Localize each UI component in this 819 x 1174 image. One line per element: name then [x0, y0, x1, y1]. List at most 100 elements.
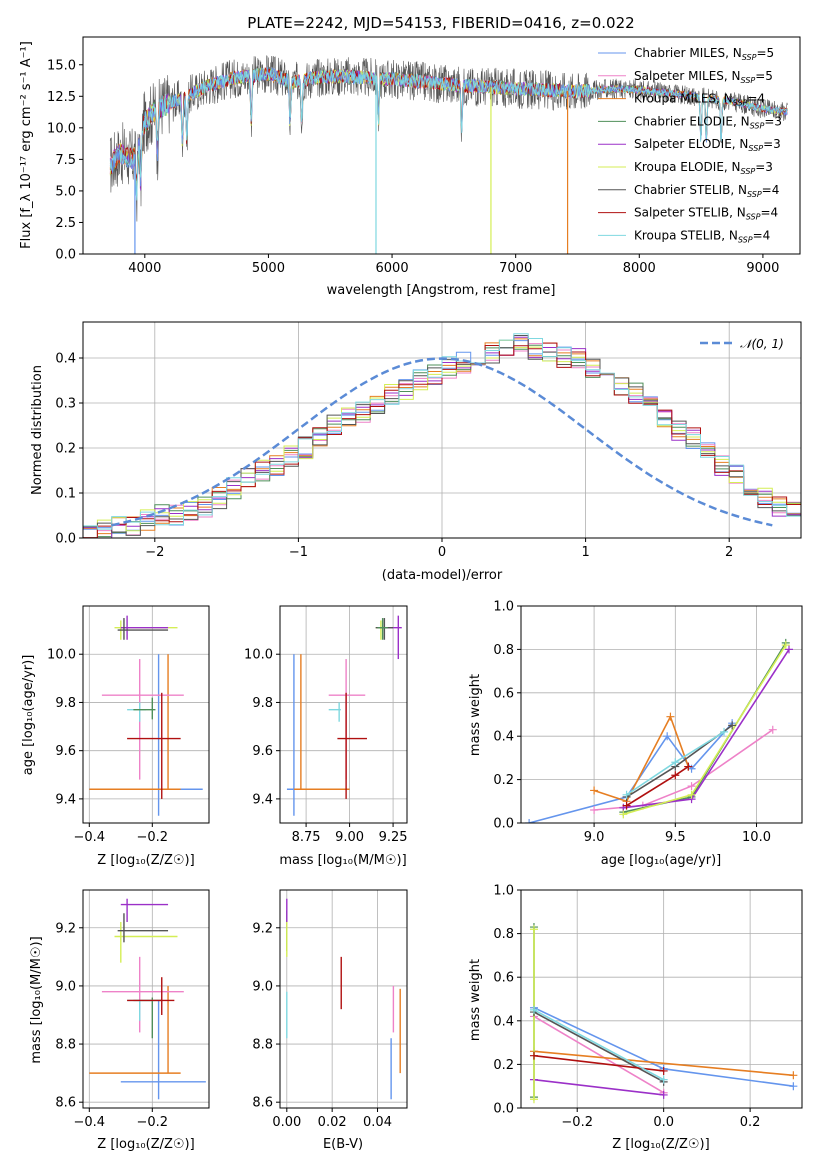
weight-point-marker [663, 732, 672, 741]
axes-frame [279, 605, 408, 824]
weight-point-marker [671, 771, 680, 780]
spectrum-title: PLATE=2242, MJD=54153, FIBERID=0416, z=0… [247, 14, 634, 32]
x-tick-label: 5000 [252, 261, 285, 276]
y-tick-label: 0.4 [493, 730, 514, 745]
mass-vs-Z-panel: Z [log₁₀(Z/Z☉)] mass [log₁₀(M/M☉)] −0.4 −… [29, 889, 210, 1152]
mass-vs-EBV-panel: E(B-V) 0.00 0.02 0.04 8.6 8.8 9.0 9.2 [252, 889, 408, 1152]
weight-vs-age-xlabel: age [log₁₀(age/yr)] [601, 853, 722, 868]
y-tick-label: 0.2 [493, 773, 514, 788]
residuals-xlabel: (data-model)/error [382, 568, 503, 583]
y-tick-label: 0.0 [55, 532, 76, 547]
legend-entry: Salpeter STELIB, NSSP=4 [634, 206, 778, 222]
legend-entry: Chabrier ELODIE, NSSP=3 [634, 114, 782, 130]
weight-point-marker [789, 1071, 798, 1080]
y-tick-label: 10.0 [244, 648, 273, 663]
legend-entry: Kroupa STELIB, NSSP=4 [634, 228, 770, 244]
x-tick-label: 1 [581, 545, 589, 560]
weight-point-marker [622, 801, 631, 810]
axes-frame [82, 36, 801, 255]
y-tick-label: 0.2 [493, 1058, 514, 1073]
residuals-panel: (data-model)/error Normed distribution −… [30, 321, 802, 583]
weight-vs-age-ylabel: mass weight [468, 674, 483, 756]
spectrum-xlabel: wavelength [Angstrom, rest frame] [327, 283, 556, 298]
legend-entry: Kroupa MILES, NSSP=4 [634, 92, 765, 108]
weight-point-marker [659, 1090, 668, 1099]
x-tick-label: 0.02 [318, 1115, 347, 1130]
weight-point-marker [671, 758, 680, 767]
legend-entry: Chabrier MILES, NSSP=5 [634, 46, 774, 62]
y-tick-label: 5.0 [55, 184, 76, 199]
mass-vs-Z-xlabel: Z [log₁₀(Z/Z☉)] [97, 1137, 194, 1152]
x-tick-label: 9.0 [584, 830, 605, 845]
x-tick-label: 10.0 [742, 830, 771, 845]
spectrum-line [109, 67, 788, 201]
x-tick-label: −0.2 [561, 1115, 593, 1130]
histogram-series [83, 333, 801, 538]
y-tick-label: 9.2 [252, 921, 273, 936]
weight-point-marker [590, 786, 599, 795]
legend-entry: Salpeter MILES, NSSP=5 [634, 69, 773, 85]
x-tick-label: 9.00 [335, 830, 364, 845]
y-tick-label: 0.0 [493, 1102, 514, 1117]
y-tick-label: 9.0 [55, 979, 76, 994]
y-tick-label: 0.0 [55, 248, 76, 263]
weight-series-line [623, 644, 787, 816]
y-tick-label: 8.8 [55, 1038, 76, 1053]
plot-area [529, 923, 798, 1104]
x-tick-label: 0.00 [272, 1115, 301, 1130]
plot-area [286, 898, 401, 1100]
weight-point-marker [720, 727, 729, 736]
weight-point-marker [789, 1082, 798, 1091]
weight-point-marker [684, 762, 693, 771]
y-tick-label: 9.2 [55, 921, 76, 936]
plot-area [83, 333, 801, 538]
weight-point-marker [590, 805, 599, 814]
x-tick-label: 6000 [376, 261, 409, 276]
weight-point-marker [687, 790, 696, 799]
mass-vs-Z-ylabel: mass [log₁₀(M/M☉)] [29, 936, 44, 1063]
age-vs-Z-panel: Z [log₁₀(Z/Z☉)] age [log₁₀(age/yr)] −0.4… [21, 605, 210, 868]
y-tick-label: 8.6 [252, 1096, 273, 1111]
legend-entry: Salpeter ELODIE, NSSP=3 [634, 137, 781, 153]
weight-series-line [533, 1011, 665, 1083]
y-tick-label: 8.6 [55, 1096, 76, 1111]
weight-point-marker [687, 782, 696, 791]
x-tick-label: −1 [289, 545, 308, 560]
x-tick-label: 9.25 [379, 830, 408, 845]
y-tick-label: 0.3 [55, 397, 76, 412]
weight-point-marker [785, 645, 794, 654]
x-tick-label: 2 [725, 545, 733, 560]
weight-point-marker [728, 721, 737, 730]
weight-vs-age-panel: age [log₁₀(age/yr)] mass weight 9.0 9.5 10… [468, 600, 803, 868]
plot-area [525, 638, 794, 823]
y-tick-label: 1.0 [493, 600, 514, 615]
age-vs-mass-panel: mass [log₁₀(M/M☉)] 8.75 9.00 9.25 9.4 9.6 9.8… [244, 605, 408, 868]
x-tick-label: 0.04 [363, 1115, 392, 1130]
x-tick-label: −0.2 [137, 830, 169, 845]
axes-frame [82, 605, 210, 824]
y-tick-label: 15.0 [47, 58, 76, 73]
spectrum-legend: Chabrier MILES, NSSP=5 Salpeter MILES, NS… [598, 46, 782, 244]
weight-series-line [533, 1009, 665, 1081]
plot-area [109, 55, 788, 254]
axes-frame [279, 889, 408, 1109]
mass-vs-EBV-xlabel: E(B-V) [323, 1137, 363, 1152]
y-tick-label: 0.1 [55, 487, 76, 502]
y-tick-label: 9.8 [252, 696, 273, 711]
y-tick-label: 1.0 [493, 884, 514, 899]
weight-point-marker [622, 790, 631, 799]
weight-point-marker [781, 641, 790, 650]
residuals-legend: 𝒩(0, 1) [700, 337, 784, 351]
y-tick-label: 0.8 [493, 927, 514, 942]
age-vs-mass-xlabel: mass [log₁₀(M/M☉)] [279, 853, 406, 868]
residuals-ylabel: Normed distribution [30, 365, 45, 495]
weight-vs-Z-xlabel: Z [log₁₀(Z/Z☉)] [612, 1137, 709, 1152]
weight-point-marker [659, 1075, 668, 1084]
weight-point-marker [525, 819, 534, 823]
x-tick-label: 0 [438, 545, 446, 560]
weight-point-marker [768, 725, 777, 734]
x-tick-label: 9.5 [665, 830, 686, 845]
x-tick-label: 0.0 [653, 1115, 674, 1130]
weight-series-line [528, 722, 733, 823]
